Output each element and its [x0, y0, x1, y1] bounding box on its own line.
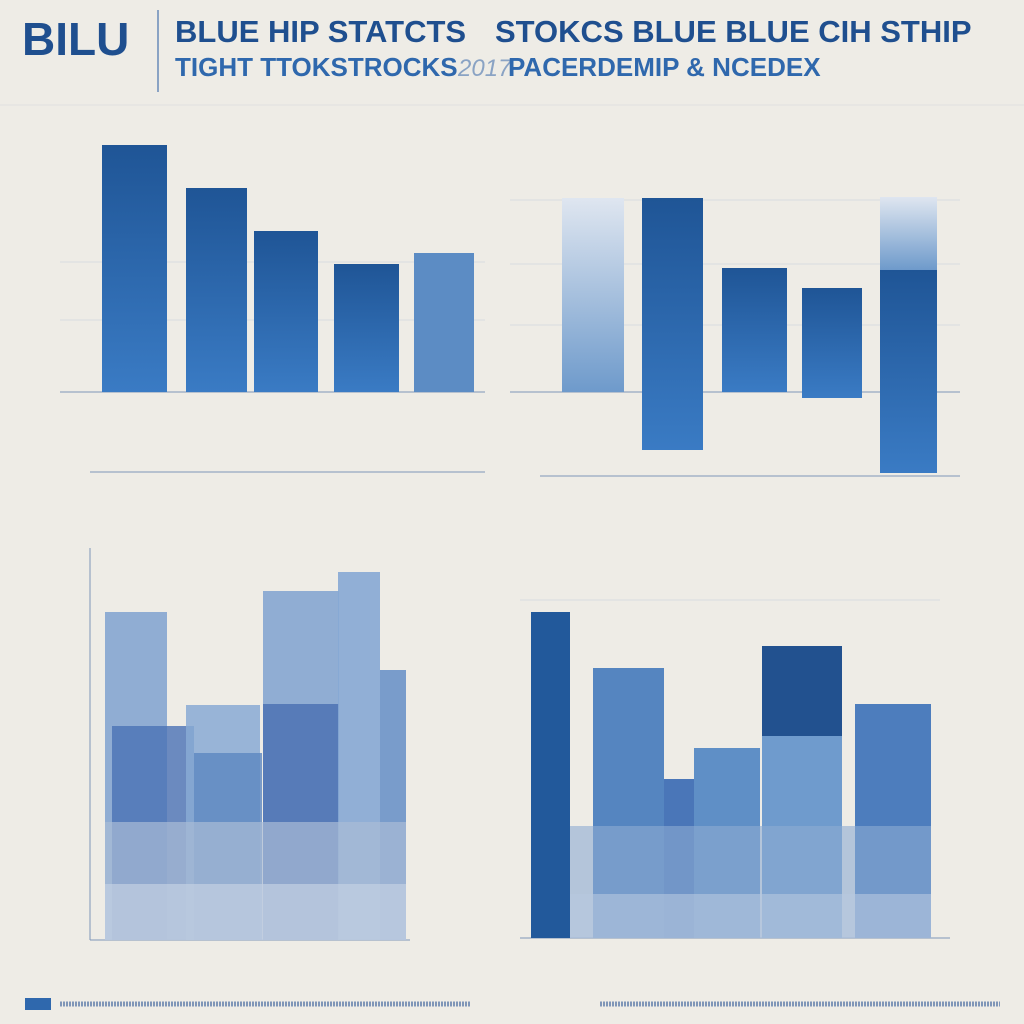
bar: [531, 612, 570, 938]
bar: [414, 253, 474, 392]
bar: [102, 145, 167, 392]
subtitle-right: PACERDEMIP & NCEDEX: [508, 52, 821, 82]
bar: [722, 268, 787, 392]
panel-top-left: [60, 145, 485, 473]
bar: [762, 646, 842, 736]
year: 2017: [457, 55, 513, 82]
bar: [802, 288, 862, 398]
bar: [254, 231, 318, 392]
bar: [880, 197, 937, 270]
bar: [642, 198, 703, 450]
bar: [186, 188, 247, 392]
band: [570, 894, 931, 938]
panel-bottom-left: [89, 548, 410, 941]
bar: [334, 264, 399, 392]
panel-top-right: [510, 197, 960, 477]
logo: BILU: [22, 13, 129, 65]
panel-bottom-right: [520, 599, 950, 939]
title-left: BLUE HIP STATCTS: [175, 14, 466, 49]
subtitle-left: TIGHT TTOKSTROCKS: [175, 52, 458, 82]
footer-badge: [25, 998, 51, 1010]
band: [105, 884, 406, 940]
bar: [880, 270, 937, 473]
bar: [562, 198, 624, 392]
title-right: STOKCS BLUE BLUE CIH STHIP: [495, 14, 972, 49]
